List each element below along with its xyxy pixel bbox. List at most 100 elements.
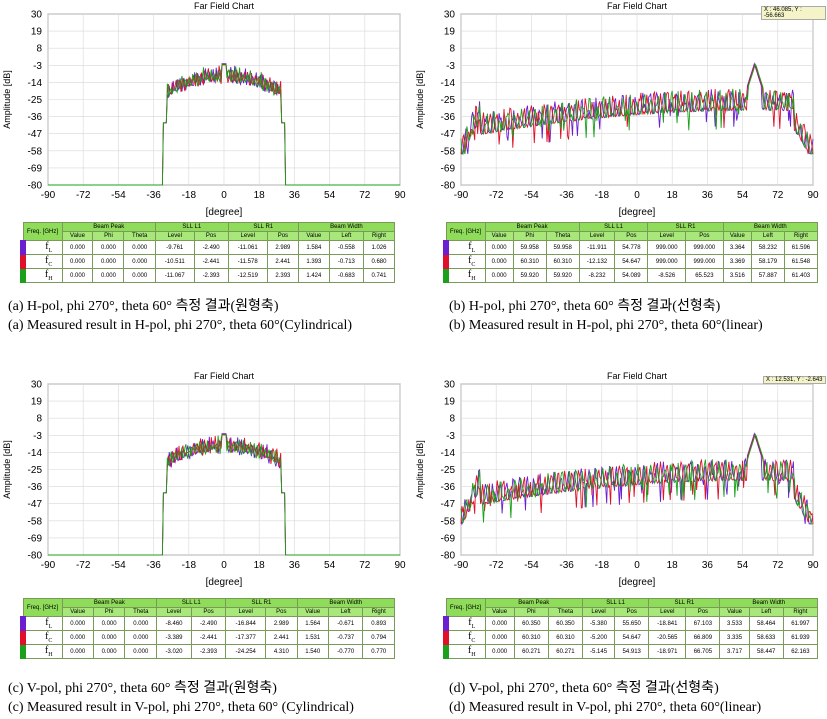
- series-line-fC: [460, 64, 814, 154]
- freq-label: fL: [20, 240, 63, 255]
- table-cell: -3.389: [156, 630, 192, 645]
- freq-label: fL: [443, 616, 486, 631]
- y-axis-label: Amplitude [dB]: [415, 70, 425, 129]
- table-cell: 0.000: [92, 616, 126, 631]
- panel-d: Far Field Chart 30 19 8 -3 -14 -25 -36 -47 -58 -69…: [413, 370, 826, 719]
- results-table-a: Freq. [GHz] Beam Peak SLL L1 SLL R1 Beam Wid…: [20, 222, 396, 283]
- table-cell: 61.403: [783, 268, 819, 283]
- table-cell: 58.179: [750, 254, 785, 269]
- table-cell: 3.369: [722, 254, 752, 269]
- table-cell: 2.989: [265, 616, 298, 631]
- column-header: Value: [296, 607, 329, 617]
- caption-en-b: (b) Measured result in H-pol, phi 270°, …: [449, 318, 763, 333]
- table-row: fH 0.000 0.000 0.000 -11.067 -2.393 -12.519 2.3…: [20, 268, 396, 283]
- column-header: Level: [647, 231, 687, 241]
- table-cell: 55.650: [614, 616, 650, 631]
- table-cell: -3.020: [156, 644, 192, 659]
- x-tick-label: 90: [394, 190, 406, 201]
- x-tick-label: -72: [489, 190, 504, 201]
- table-cell: -0.770: [327, 644, 364, 659]
- results-table-b: Freq. [GHz] Beam Peak SLL L1 SLL R1 Beam Wid…: [443, 222, 819, 283]
- y-tick-label: 30: [444, 380, 456, 391]
- table-cell: -5.380: [581, 616, 616, 631]
- table-cell: 0.000: [124, 644, 158, 659]
- column-header: Pos: [685, 231, 724, 241]
- y-tick-label: -36: [28, 112, 43, 123]
- freq-header: Freq. [GHz]: [445, 598, 486, 617]
- column-header: Value: [297, 231, 330, 241]
- x-tick-label: -90: [454, 560, 469, 571]
- y-tick-label: -80: [28, 181, 43, 192]
- x-tick-label: -54: [524, 560, 539, 571]
- table-cell: 3.364: [722, 240, 752, 255]
- y-tick-label: -25: [28, 465, 43, 476]
- far-field-chart-d: Far Field Chart 30 19 8 -3 -14 -25 -36 -47 -58 -69…: [415, 371, 819, 588]
- table-cell: -2.393: [193, 268, 229, 283]
- x-tick-label: -18: [595, 190, 610, 201]
- table-cell: 59.920: [512, 268, 547, 283]
- table-cell: 0.893: [362, 616, 395, 631]
- y-tick-label: -3: [446, 431, 455, 442]
- column-header: Pos: [193, 231, 229, 241]
- table-cell: -0.713: [328, 254, 364, 269]
- x-tick-label: 18: [254, 560, 266, 571]
- far-field-chart-c: Far Field Chart 30 19 8 -3 -14 -25 -36 -47 -58 -69…: [2, 371, 406, 588]
- y-tick-label: -14: [28, 448, 43, 459]
- group-header: Beam Peak: [61, 222, 156, 232]
- y-tick-label: -58: [441, 516, 456, 527]
- table-cell: 54.647: [614, 254, 649, 269]
- x-tick-label: -54: [111, 560, 126, 571]
- column-header: Right: [783, 231, 819, 241]
- x-tick-label: 0: [221, 190, 227, 201]
- column-header: Theta: [124, 607, 158, 617]
- table-cell: 2.441: [266, 254, 299, 269]
- table-cell: 0.000: [123, 268, 156, 283]
- table-cell: 0.000: [61, 630, 94, 645]
- column-header: Value: [61, 607, 94, 617]
- y-tick-label: -14: [441, 78, 456, 89]
- y-tick-label: -80: [441, 551, 456, 562]
- table-cell: -16.844: [225, 616, 267, 631]
- table-cell: 2.393: [266, 268, 299, 283]
- group-header: Beam Width: [297, 222, 396, 232]
- freq-header: Freq. [GHz]: [22, 222, 63, 241]
- y-tick-label: -69: [28, 163, 43, 174]
- group-header: SLL L1: [581, 598, 650, 608]
- table-cell: 0.000: [484, 268, 514, 283]
- column-header: Pos: [266, 231, 299, 241]
- table-cell: 59.958: [545, 240, 580, 255]
- y-tick-label: -14: [28, 78, 43, 89]
- table-row: fL 0.000 59.958 59.958 -11.911 54.778 999.000 9…: [443, 240, 819, 255]
- group-header: Beam Peak: [484, 598, 583, 608]
- y-tick-label: -25: [441, 465, 456, 476]
- x-tick-label: 0: [634, 190, 640, 201]
- freq-label: fC: [20, 254, 63, 269]
- table-cell: 0.000: [124, 616, 158, 631]
- series-line-fH: [48, 434, 400, 556]
- table-cell: 1.393: [297, 254, 330, 269]
- table-cell: 59.958: [512, 240, 547, 255]
- x-tick-label: -72: [76, 560, 91, 571]
- y-tick-label: -69: [441, 533, 456, 544]
- freq-header: Freq. [GHz]: [445, 222, 486, 241]
- table-cell: -12.519: [227, 268, 268, 283]
- x-tick-label: 18: [667, 190, 679, 201]
- x-tick-label: 0: [634, 560, 640, 571]
- y-tick-label: -69: [441, 163, 456, 174]
- y-tick-label: 30: [31, 10, 43, 21]
- y-tick-label: -14: [441, 448, 456, 459]
- column-header: Value: [61, 231, 94, 241]
- group-header: Beam Width: [296, 598, 396, 608]
- x-axis-label: [degree]: [206, 577, 243, 588]
- table-cell: -8.526: [647, 268, 687, 283]
- results-table-c: Freq. [GHz] Beam Peak SLL L1 SLL R1 Beam Wid…: [20, 598, 396, 659]
- column-header: Left: [327, 607, 364, 617]
- table-cell: -17.377: [225, 630, 267, 645]
- x-tick-label: -36: [559, 190, 574, 201]
- column-header: Value: [719, 607, 750, 617]
- column-header: Level: [227, 231, 268, 241]
- column-header: Value: [722, 231, 752, 241]
- y-tick-label: -47: [441, 129, 456, 140]
- freq-label: fC: [443, 630, 486, 645]
- table-cell: 61.596: [783, 240, 819, 255]
